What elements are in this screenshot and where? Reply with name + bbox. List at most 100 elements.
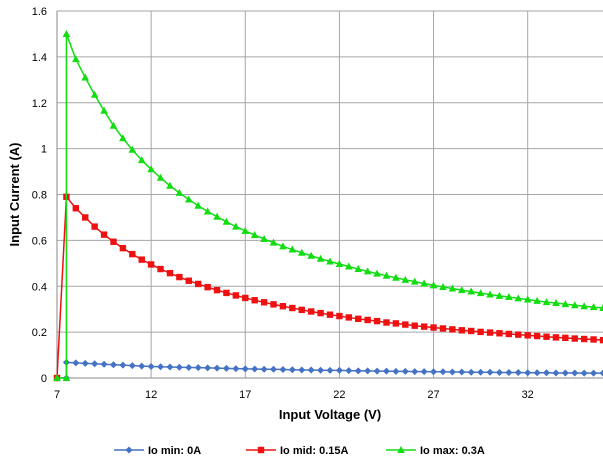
diamond-marker	[125, 446, 133, 454]
diamond-marker	[411, 368, 419, 376]
square-marker	[223, 289, 230, 297]
diamond-marker	[467, 368, 475, 376]
triangle-marker	[523, 295, 532, 303]
diamond-marker	[147, 363, 155, 371]
square-marker	[439, 325, 447, 332]
triangle-marker	[62, 374, 71, 381]
y-tick-label: 0.6	[32, 235, 47, 247]
x-tick-label: 22	[333, 389, 345, 401]
y-tick-label: 0.8	[32, 190, 47, 202]
square-marker	[449, 326, 456, 333]
y-tick-label: 1	[41, 144, 47, 156]
square-marker	[232, 292, 240, 299]
triangle-marker	[147, 165, 155, 173]
square-marker	[524, 332, 531, 339]
x-axis-ticks: 7 12 17 22 27 32	[54, 389, 534, 401]
triangle-marker	[392, 273, 400, 281]
diamond-marker	[430, 368, 438, 376]
square-marker	[364, 316, 371, 324]
series-2	[53, 193, 603, 382]
square-marker	[543, 333, 550, 340]
triangle-marker	[429, 281, 438, 289]
triangle-marker	[213, 212, 221, 220]
diamond-marker	[100, 360, 108, 368]
square-marker	[562, 334, 569, 342]
diamond-marker	[458, 368, 466, 376]
triangle-marker	[467, 287, 476, 295]
diamond-marker	[81, 359, 89, 367]
diamond-marker	[317, 366, 325, 374]
diamond-marker	[157, 363, 165, 371]
series-3	[53, 29, 603, 381]
square-marker	[166, 269, 174, 277]
square-marker	[289, 304, 296, 312]
diamond-marker	[260, 365, 268, 373]
diamond-marker	[270, 365, 278, 373]
square-marker	[552, 334, 560, 341]
triangle-marker	[109, 121, 118, 129]
triangle-marker	[505, 293, 513, 301]
square-marker	[72, 205, 80, 212]
square-marker	[533, 332, 541, 340]
y-tick-label: 0.2	[32, 327, 47, 339]
square-marker	[458, 327, 465, 334]
square-marker	[486, 329, 494, 336]
triangle-marker	[397, 446, 405, 453]
diamond-marker	[552, 369, 560, 377]
triangle-marker	[137, 156, 146, 164]
square-marker	[345, 314, 353, 321]
square-marker	[242, 294, 249, 302]
legend-item: Io min: 0A	[114, 445, 201, 457]
triangle-marker	[128, 145, 137, 153]
triangle-marker	[241, 226, 250, 234]
diamond-marker	[222, 364, 230, 372]
triangle-marker	[335, 260, 344, 268]
diamond-marker	[241, 365, 249, 373]
diamond-marker	[439, 368, 447, 376]
square-marker	[477, 328, 484, 336]
triangle-marker	[354, 265, 363, 273]
x-tick-label: 17	[239, 389, 251, 401]
triangle-marker	[184, 195, 193, 203]
diamond-marker	[251, 365, 259, 373]
diamond-marker	[420, 368, 428, 376]
diamond-marker	[194, 364, 202, 372]
square-marker	[307, 308, 315, 315]
square-marker	[392, 320, 400, 327]
legend-label: Io mid: 0.15A	[280, 445, 349, 457]
diamond-marker	[364, 367, 372, 375]
triangle-marker	[552, 298, 560, 306]
square-marker	[91, 223, 98, 230]
triangle-marker	[119, 134, 127, 142]
diamond-marker	[204, 364, 212, 372]
square-marker	[147, 261, 155, 268]
x-tick-label: 32	[522, 389, 534, 401]
square-marker	[515, 331, 522, 338]
square-marker	[336, 312, 343, 320]
triangle-marker	[81, 73, 90, 81]
square-marker	[468, 327, 475, 335]
diamond-marker	[354, 367, 362, 375]
diamond-marker	[288, 366, 296, 374]
triangle-marker	[194, 201, 203, 209]
triangle-marker	[175, 188, 184, 196]
legend-item: Io max: 0.3A	[386, 445, 485, 457]
series-1	[53, 358, 603, 382]
x-tick-label: 7	[54, 389, 60, 401]
y-tick-label: 1.4	[32, 52, 47, 64]
square-marker	[129, 250, 136, 258]
square-marker	[580, 335, 588, 343]
diamond-marker	[166, 363, 174, 371]
diamond-marker	[307, 366, 315, 374]
diamond-marker	[401, 367, 409, 375]
triangle-marker	[363, 267, 372, 275]
diamond-marker	[392, 367, 400, 375]
diamond-marker	[128, 362, 136, 370]
square-marker	[204, 283, 211, 291]
y-tick-label: 1.6	[32, 6, 47, 18]
square-marker	[82, 214, 89, 221]
square-marker	[571, 335, 578, 342]
legend-item: Io mid: 0.15A	[246, 445, 349, 457]
triangle-marker	[232, 222, 240, 230]
triangle-marker	[90, 90, 99, 98]
